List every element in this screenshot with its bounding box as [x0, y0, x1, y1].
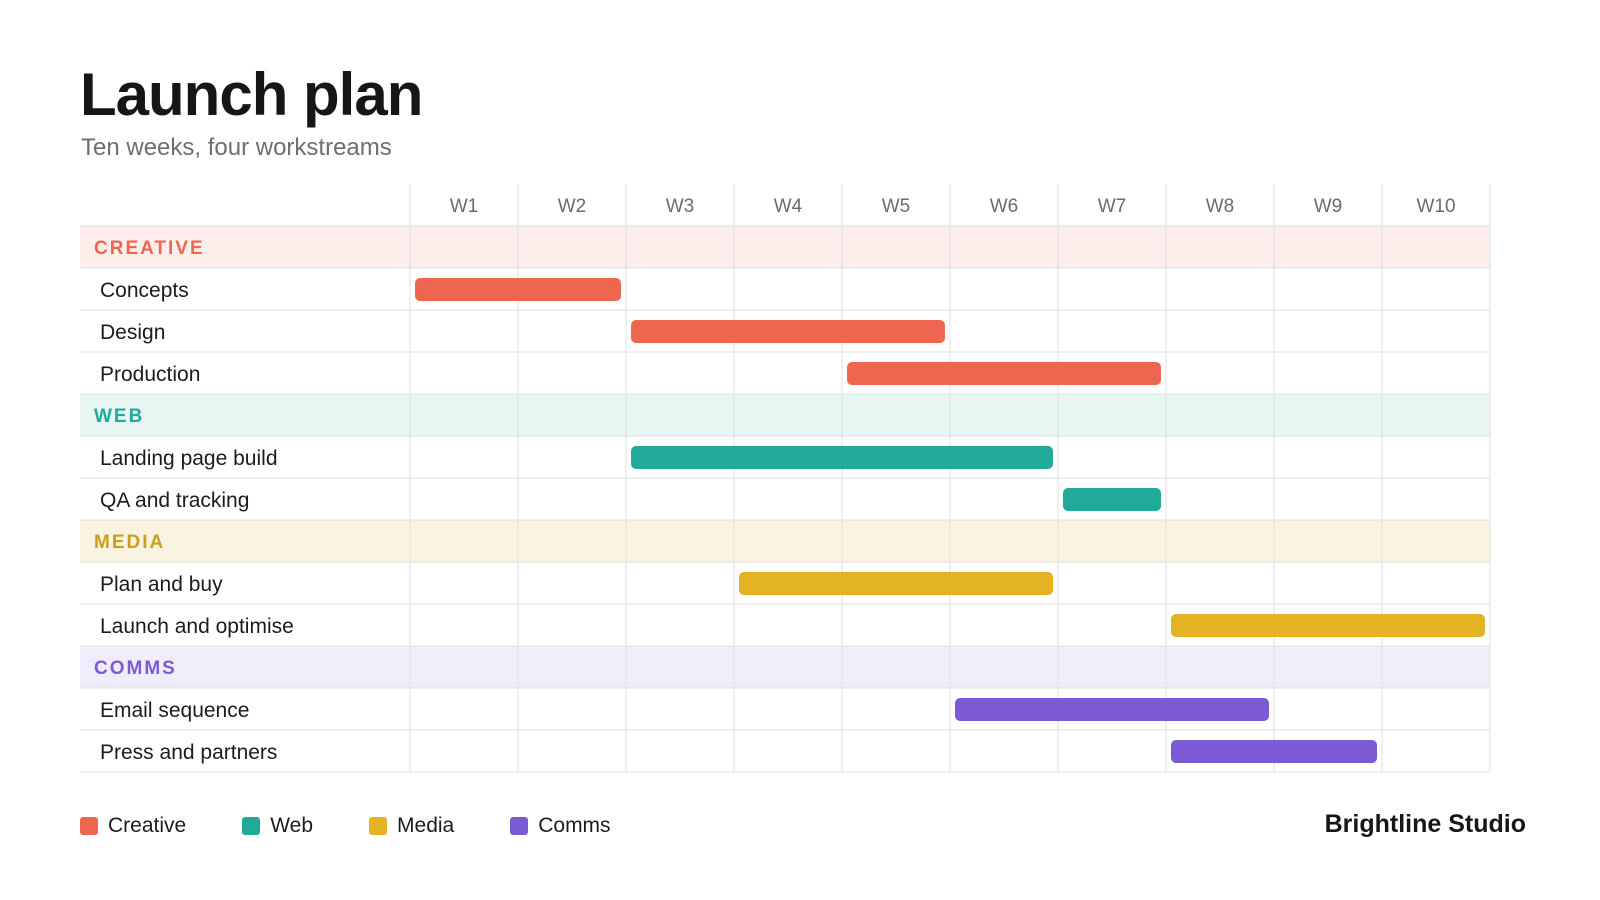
task-label-qa-and-tracking: QA and tracking: [100, 489, 249, 512]
task-label-production: Production: [100, 363, 200, 386]
task-bar-concepts: [415, 278, 621, 301]
task-label-press-and-partners: Press and partners: [100, 741, 277, 764]
legend-item-web: Web: [242, 814, 313, 838]
week-label-w3: W3: [666, 196, 695, 217]
legend-item-comms: Comms: [510, 814, 611, 838]
legend-swatch-media: [369, 817, 388, 835]
week-label-w8: W8: [1206, 196, 1235, 217]
gantt-chart: W1 W2 W3 W4 W5 W6 W7 W8 W9 W10 CREATIVE Concepts Des…: [80, 184, 1491, 773]
task-label-launch-and-optimise: Launch and optimise: [100, 615, 294, 638]
week-label-w1: W1: [450, 196, 479, 217]
brand-logo-text: Brightline Studio: [1324, 810, 1526, 838]
legend-label-comms: Comms: [538, 814, 611, 837]
task-bar-press-and-partners: [1171, 740, 1377, 763]
task-bar-design: [631, 320, 945, 343]
week-label-w4: W4: [774, 196, 803, 217]
group-label-web: WEB: [94, 406, 144, 427]
task-label-plan-and-buy: Plan and buy: [100, 573, 223, 596]
group-label-creative: CREATIVE: [94, 238, 205, 259]
group-band-creative: [80, 226, 1490, 268]
task-label-design: Design: [100, 321, 165, 344]
legend-item-creative: Creative: [80, 814, 186, 838]
group-band-comms: [80, 646, 1490, 688]
group-label-comms: COMMS: [94, 658, 177, 679]
week-label-w7: W7: [1098, 196, 1127, 217]
task-bar-landing-page-build: [631, 446, 1053, 469]
week-label-w5: W5: [882, 196, 911, 217]
page-subtitle: Ten weeks, four workstreams: [81, 134, 392, 161]
group-label-media: MEDIA: [94, 532, 165, 553]
week-label-w6: W6: [990, 196, 1019, 217]
group-band-media: [80, 520, 1490, 562]
legend-item-media: Media: [369, 814, 454, 838]
task-bar-launch-and-optimise: [1171, 614, 1485, 637]
chart-legend: Creative Web Media Comms: [80, 814, 667, 838]
task-bar-email-sequence: [955, 698, 1269, 721]
legend-swatch-creative: [80, 817, 98, 835]
legend-swatch-web: [242, 817, 261, 835]
task-label-email-sequence: Email sequence: [100, 699, 249, 722]
group-band-web: [80, 394, 1490, 436]
week-label-w9: W9: [1314, 196, 1343, 217]
legend-label-web: Web: [270, 814, 314, 837]
page-title: Launch plan: [80, 61, 423, 128]
task-bar-qa-and-tracking: [1063, 488, 1161, 511]
legend-label-creative: Creative: [108, 814, 187, 837]
task-bar-production: [847, 362, 1161, 385]
task-label-concepts: Concepts: [100, 279, 189, 302]
week-label-w2: W2: [558, 196, 587, 217]
week-label-w10: W10: [1416, 196, 1455, 217]
legend-swatch-comms: [510, 817, 529, 835]
task-label-landing-page-build: Landing page build: [100, 447, 278, 470]
legend-label-media: Media: [397, 814, 455, 837]
task-bar-plan-and-buy: [739, 572, 1053, 595]
